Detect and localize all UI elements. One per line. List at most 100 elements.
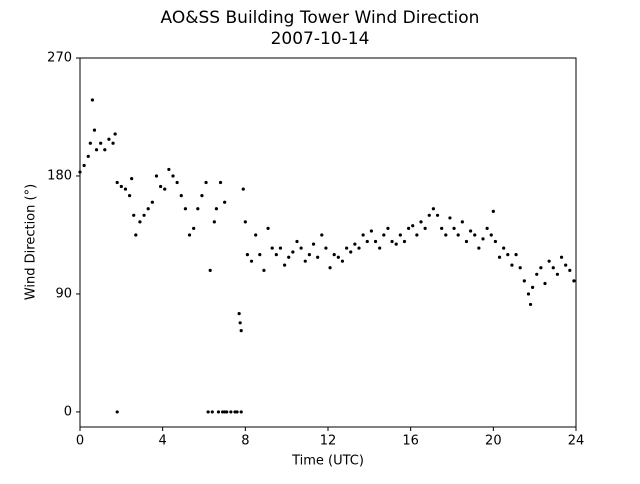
data-point [493,239,497,244]
data-point [119,184,123,189]
data-point [183,207,187,211]
data-point [243,220,247,224]
data-point [365,239,369,244]
data-point [543,281,547,286]
data-point [460,220,464,224]
data-point [299,246,303,250]
data-point [497,255,502,259]
data-point [427,213,431,217]
data-point [423,226,427,231]
data-point [411,224,415,228]
data-point [283,263,287,267]
data-point [340,259,345,263]
data-point [535,272,539,276]
data-point [502,246,506,250]
data-point [311,242,316,246]
data-point [452,226,456,231]
x-tick-label: 12 [320,434,337,449]
data-point [214,207,218,211]
data-point [235,410,239,414]
data-point [163,187,167,191]
data-point [99,141,103,145]
data-point [357,246,361,250]
data-point [179,194,183,198]
data-point [132,213,136,217]
data-point [528,302,533,307]
data-point [238,321,242,325]
data-point [223,200,227,204]
data-point [473,233,477,237]
data-point [444,233,448,237]
data-point [208,268,212,272]
data-point [491,209,495,213]
data-point [572,279,576,283]
x-tick-label: 16 [402,434,419,449]
data-point [547,259,551,263]
data-point [291,250,295,254]
data-point [506,253,510,257]
data-point [369,229,373,233]
data-point [254,233,258,237]
data-point [295,239,299,244]
data-point [78,170,82,174]
data-point [239,410,243,414]
data-point [245,253,249,257]
data-point [278,246,283,250]
data-point [469,229,473,233]
data-point [94,148,99,152]
data-point [86,154,90,158]
data-point [320,233,324,237]
data-point [138,220,142,224]
data-point [212,220,216,224]
data-point [113,132,117,136]
plot-frame [79,57,577,428]
x-tick-label: 8 [241,434,249,449]
data-point [130,176,134,181]
data-point [332,253,336,257]
data-point [489,233,493,237]
data-point [115,410,119,414]
data-point [287,255,291,259]
data-point [196,207,200,211]
data-point [382,233,386,237]
data-point [398,233,402,237]
data-point [526,292,531,296]
data-point [324,246,328,250]
data-point [407,226,411,231]
data-point [345,246,349,250]
data-point [154,174,159,178]
y-tick-label: 180 [47,168,72,183]
data-point [390,239,394,244]
data-point [336,255,340,259]
data-point [216,410,221,414]
data-point [303,259,307,263]
data-point [142,213,146,217]
data-point [518,266,522,270]
data-point [522,279,526,283]
data-point [431,207,435,211]
data-point [270,246,274,250]
data-point [274,253,278,257]
chart-subtitle: 2007-10-14 [271,29,370,49]
data-point [90,98,94,102]
data-point [378,246,382,250]
data-point [307,253,311,257]
data-point [539,266,543,270]
data-point [266,226,270,231]
data-point [218,180,223,185]
data-point [485,226,489,231]
data-point [481,237,485,241]
x-tick-label: 24 [568,434,585,449]
data-point [386,226,390,231]
data-point [402,239,407,244]
data-point [531,285,535,289]
data-point [239,329,243,333]
data-point [328,266,332,270]
y-tick-label: 0 [64,404,72,419]
data-point [361,233,365,237]
data-point [146,207,150,211]
data-point [206,410,210,414]
data-point [82,163,86,168]
x-tick-label: 0 [76,434,84,449]
